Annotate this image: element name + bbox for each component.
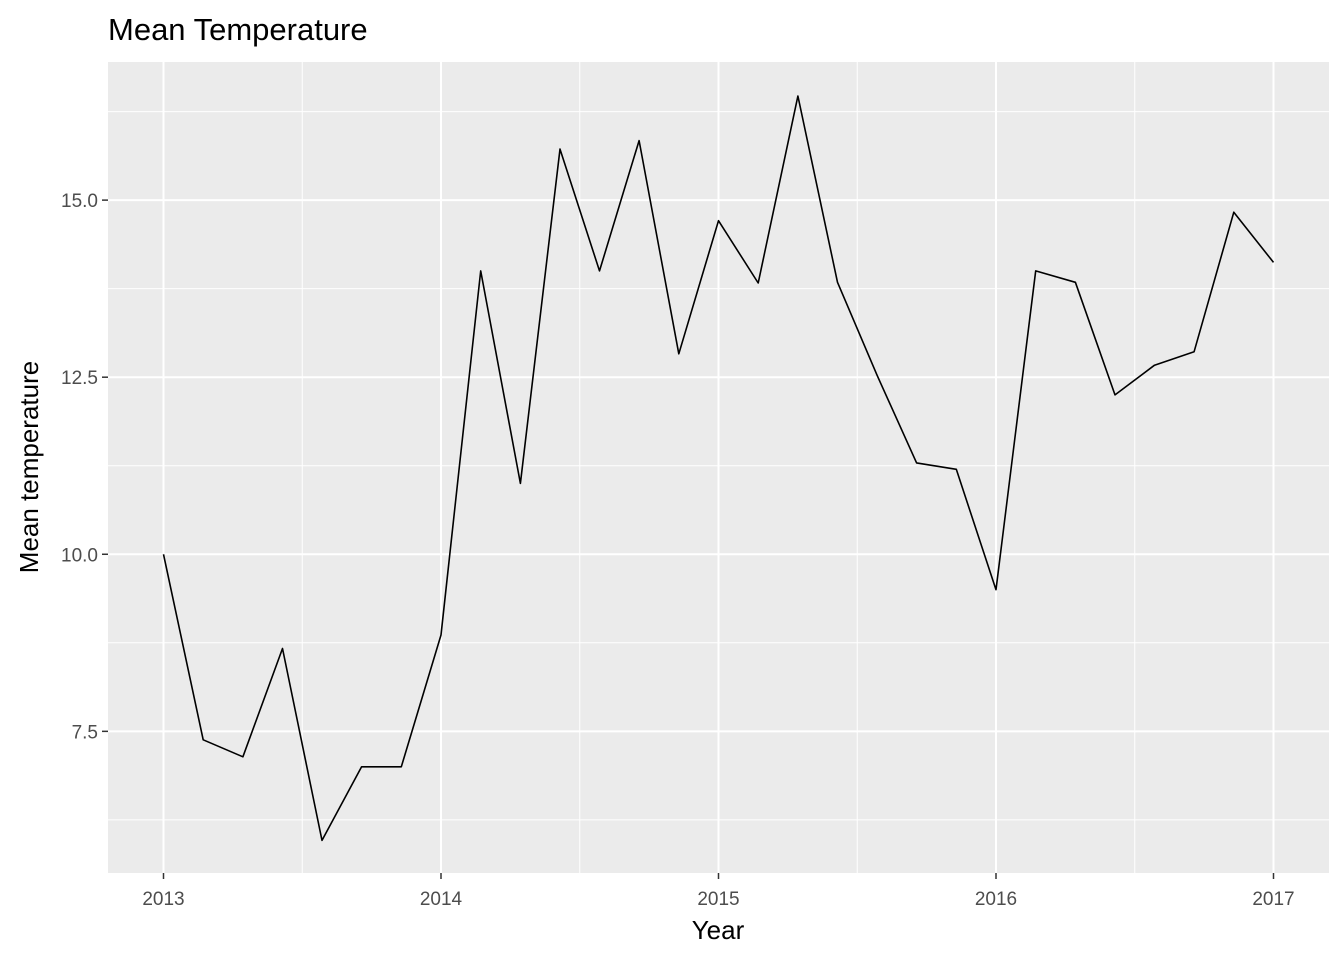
x-tick-label: 2013 — [142, 889, 184, 910]
chart-title: Mean Temperature — [108, 12, 368, 47]
y-tick-label: 12.5 — [61, 368, 98, 389]
y-tick-label: 10.0 — [61, 545, 98, 566]
x-tick-label: 2014 — [420, 889, 463, 910]
y-axis-title: Mean temperature — [14, 361, 44, 573]
y-tick-label: 7.5 — [72, 722, 98, 743]
x-tick-label: 2016 — [975, 889, 1017, 910]
x-tick-label: 2017 — [1252, 889, 1294, 910]
major-gridlines — [108, 62, 1329, 873]
x-tick-label: 2015 — [697, 889, 739, 910]
x-axis: 2013 2014 2015 2016 2017 — [142, 873, 1295, 910]
temperature-line — [162, 95, 1275, 842]
y-tick-label: 15.0 — [61, 191, 98, 212]
y-axis: 7.5 10.0 12.5 15.0 — [61, 191, 108, 743]
x-axis-title: Year — [692, 915, 745, 945]
